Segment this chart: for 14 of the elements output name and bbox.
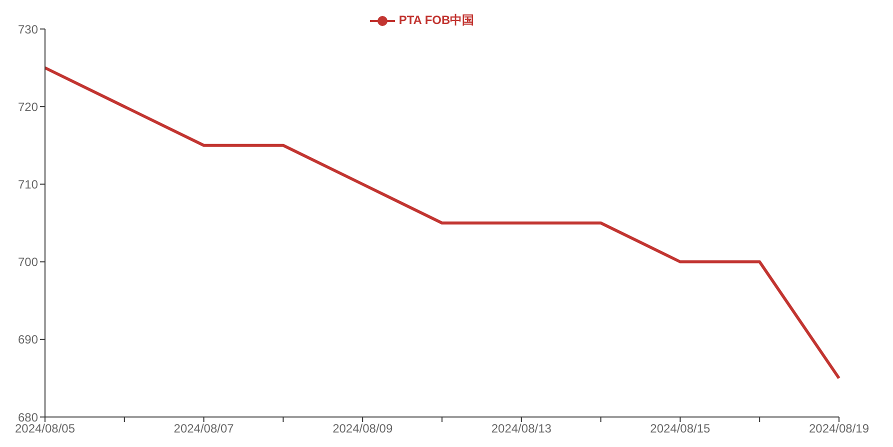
x-tick-label: 2024/08/05 xyxy=(14,422,76,436)
y-tick-label: 680 xyxy=(18,410,38,424)
y-tick-label: 730 xyxy=(18,22,38,36)
x-tick-label: 2024/08/09 xyxy=(332,422,393,436)
line-series xyxy=(44,66,840,380)
y-tick-label: 690 xyxy=(18,332,38,347)
y-tick-label: 710 xyxy=(18,177,38,192)
y-tick-label: 720 xyxy=(18,100,38,114)
x-tick-label: 2024/08/07 xyxy=(174,422,234,436)
x-tick-label: 2024/08/15 xyxy=(650,422,711,436)
x-tick-label: 2024/08/13 xyxy=(491,422,552,436)
legend-label: PTA FOB中国 xyxy=(398,12,474,29)
x-tick-label: 2024/08/19 xyxy=(808,422,870,436)
y-tick-label: 700 xyxy=(18,255,38,270)
